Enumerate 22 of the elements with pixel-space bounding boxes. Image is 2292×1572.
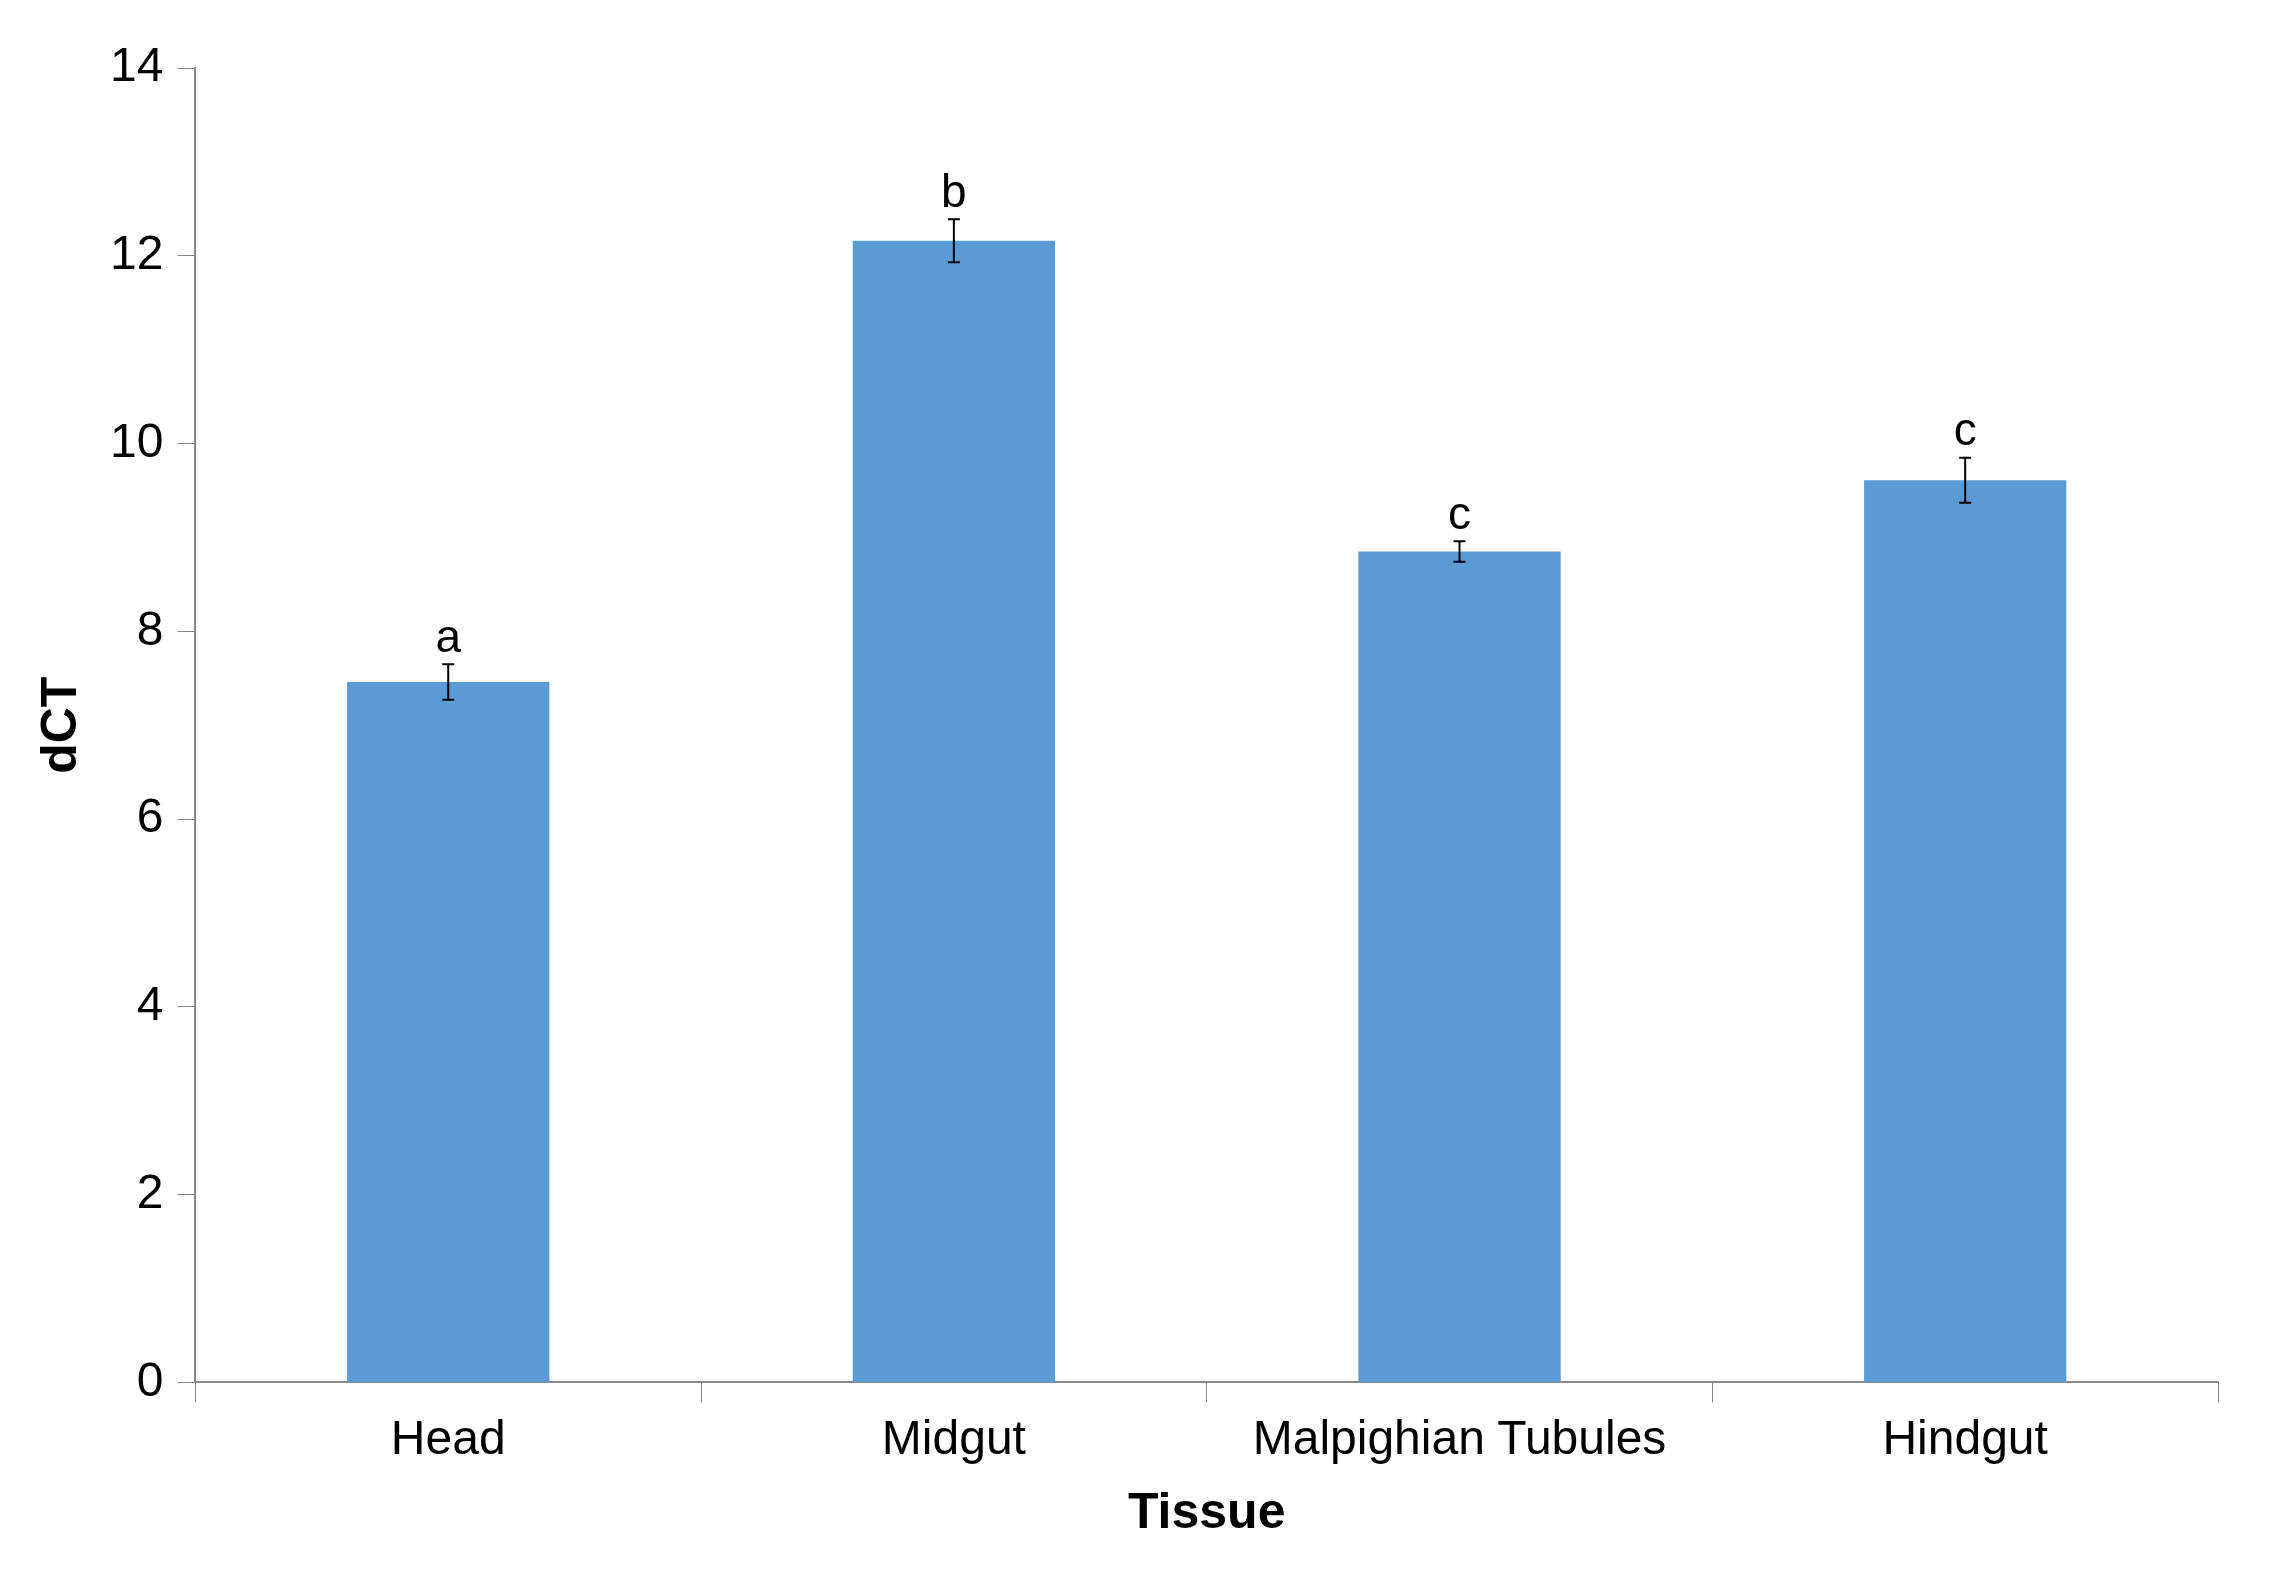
y-tick-label: 10 [110,413,164,467]
bar [852,240,1055,1382]
y-tick-label: 12 [110,226,164,280]
bar [347,682,550,1382]
x-axis-title: Tissue [1127,1482,1286,1539]
y-tick-label: 4 [136,977,164,1031]
x-tick-label: Midgut [881,1411,1026,1465]
y-tick-label: 8 [136,601,164,655]
x-tick-label: Head [390,1411,506,1465]
y-tick-label: 0 [136,1352,164,1406]
y-tick-label: 6 [136,789,164,843]
annotation: c [1953,403,1977,456]
bar [1358,551,1561,1382]
y-tick-label: 14 [110,38,164,92]
annotation: a [435,609,462,662]
annotation: b [941,164,967,217]
y-tick-label: 2 [136,1164,164,1218]
x-tick-label: Hindgut [1882,1411,2048,1465]
bar [1864,480,2067,1382]
x-tick-label: Malpighian Tubules [1252,1411,1667,1465]
annotation: c [1448,486,1472,539]
y-axis-title: dCT [30,676,87,774]
